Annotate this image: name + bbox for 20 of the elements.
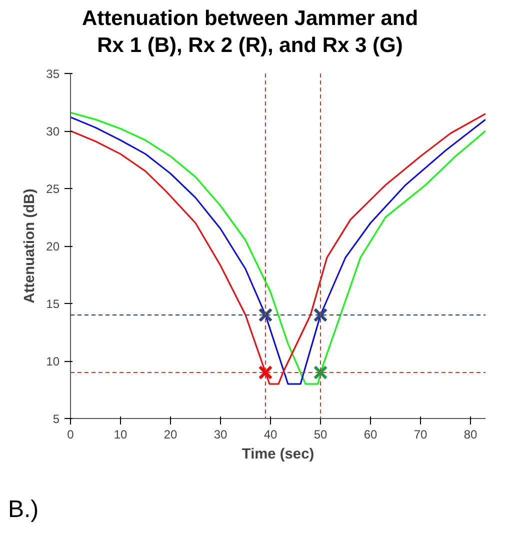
x-tick-label: 30 (214, 428, 228, 442)
x-axis-title: Time (sec) (242, 446, 314, 462)
x-tick-label: 50 (314, 428, 328, 442)
chart-title: Attenuation between Jammer and Rx 1 (B), Rx 2 (R), and Rx 3 (G) (82, 6, 418, 60)
y-axis-title: Attenuation (dB) (22, 188, 38, 304)
y-tick-label: 35 (46, 67, 60, 81)
x-tick-label: 20 (164, 428, 178, 442)
text: B.) (8, 495, 39, 525)
y-tick-label: 15 (46, 297, 60, 311)
x-tick-label: 40 (264, 428, 278, 442)
y-tick-label: 5 (52, 412, 60, 426)
y-tick-label: 10 (46, 354, 60, 368)
y-tick-label: 30 (46, 124, 60, 138)
x-tick-label: 0 (67, 428, 74, 442)
y-tick-label: 25 (46, 182, 60, 196)
y-tick-label: 20 (46, 240, 60, 254)
x-tick-label: 70 (414, 428, 428, 442)
x-tick-label: 80 (464, 428, 478, 442)
x-tick-label: 10 (114, 428, 128, 442)
x-tick-label: 60 (364, 428, 378, 442)
